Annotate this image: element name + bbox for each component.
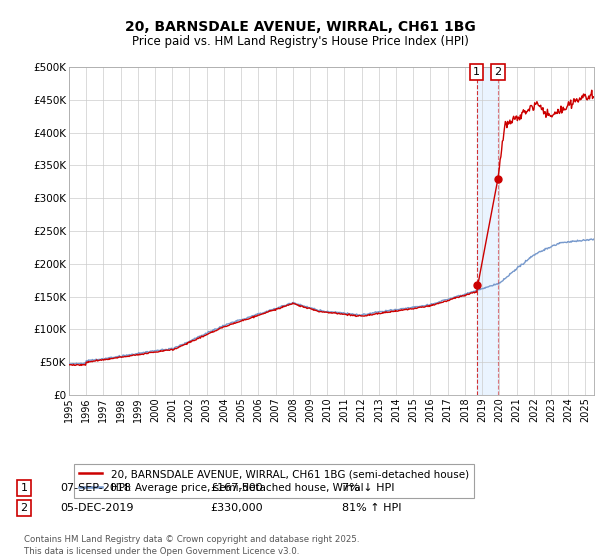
Text: 20, BARNSDALE AVENUE, WIRRAL, CH61 1BG: 20, BARNSDALE AVENUE, WIRRAL, CH61 1BG xyxy=(125,20,475,34)
Text: Price paid vs. HM Land Registry's House Price Index (HPI): Price paid vs. HM Land Registry's House … xyxy=(131,35,469,48)
Text: 1: 1 xyxy=(473,67,480,77)
Text: 7% ↓ HPI: 7% ↓ HPI xyxy=(342,483,395,493)
Text: 81% ↑ HPI: 81% ↑ HPI xyxy=(342,503,401,513)
Text: 2: 2 xyxy=(20,503,28,513)
Text: 2: 2 xyxy=(494,67,502,77)
Text: £330,000: £330,000 xyxy=(210,503,263,513)
Bar xyxy=(476,67,498,395)
Text: £167,500: £167,500 xyxy=(210,483,263,493)
Text: 05-DEC-2019: 05-DEC-2019 xyxy=(60,503,133,513)
Text: Contains HM Land Registry data © Crown copyright and database right 2025.
This d: Contains HM Land Registry data © Crown c… xyxy=(24,535,359,556)
Legend: 20, BARNSDALE AVENUE, WIRRAL, CH61 1BG (semi-detached house), HPI: Average price: 20, BARNSDALE AVENUE, WIRRAL, CH61 1BG (… xyxy=(74,464,474,498)
Text: 1: 1 xyxy=(20,483,28,493)
Text: 07-SEP-2018: 07-SEP-2018 xyxy=(60,483,131,493)
